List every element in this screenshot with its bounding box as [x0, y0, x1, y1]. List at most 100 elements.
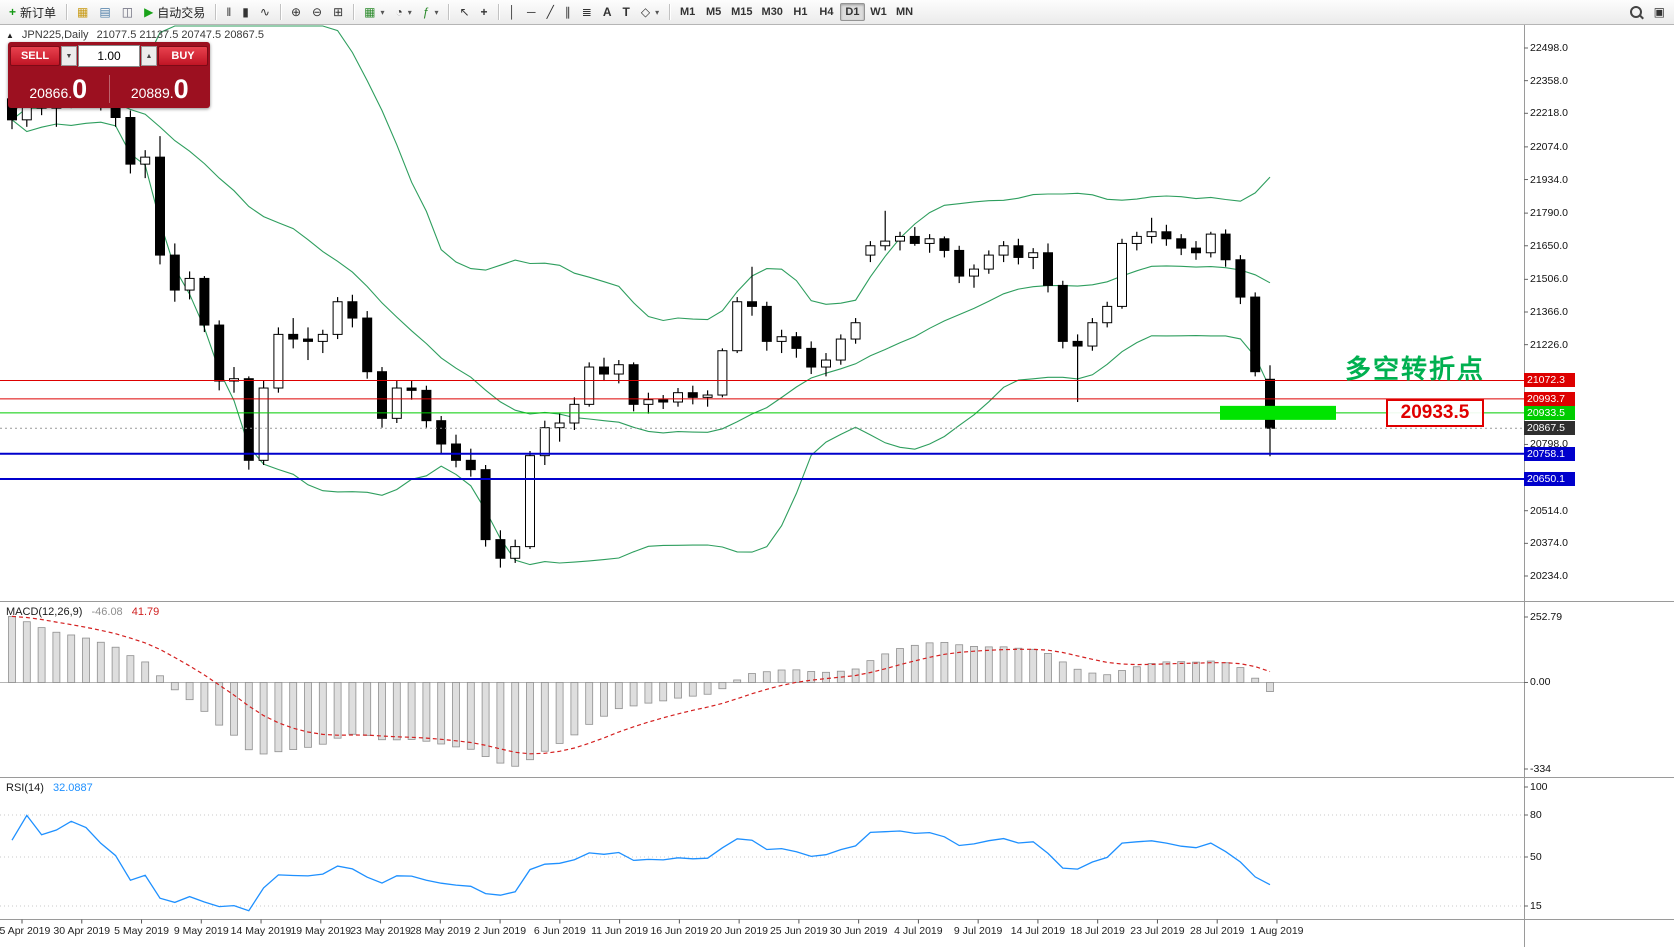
text-icon: A	[602, 5, 612, 19]
trendline-icon: ╱	[546, 5, 554, 19]
macd-panel	[0, 615, 1524, 767]
timeframe-mn-button[interactable]: MN	[892, 3, 917, 21]
tile-windows-button[interactable]: ⊞	[328, 2, 348, 22]
horizontal-line-objects	[0, 379, 1524, 480]
trendline-button[interactable]: ╱	[542, 2, 559, 22]
timeframe-m15-button[interactable]: M15	[727, 3, 756, 21]
level-highlight-rectangle	[1220, 405, 1336, 420]
toolbar-separator	[448, 4, 450, 20]
timeframe-m5-button[interactable]: M5	[701, 3, 726, 21]
timeframe-h4-button[interactable]: H4	[814, 3, 839, 21]
timeframe-w1-button[interactable]: W1	[866, 3, 891, 21]
search-button[interactable]	[1625, 2, 1647, 22]
zoom-in-button[interactable]: ⊕	[286, 2, 306, 22]
bar-chart-button[interactable]: ‖	[221, 2, 236, 22]
search-icon	[1629, 6, 1642, 18]
line-chart-button[interactable]: ∿	[255, 2, 275, 22]
new-chart-button[interactable]: ▦ ▾	[359, 2, 389, 22]
timeframe-m1-button[interactable]: M1	[675, 3, 700, 21]
price-marker-tag: 20758.1	[1524, 446, 1575, 461]
price-marker-tag: 20650.1	[1524, 471, 1575, 486]
timeframe-h1-button[interactable]: H1	[788, 3, 813, 21]
macd-name: MACD(12,26,9)	[6, 606, 83, 618]
rsi-panel	[0, 814, 1524, 912]
toolbar-separator	[215, 4, 217, 20]
timeframe-m30-button[interactable]: M30	[758, 3, 787, 21]
channel-button[interactable]: ∥	[560, 2, 576, 22]
date-axis-label: 30 Apr 2019	[53, 925, 111, 937]
data-window-button[interactable]: ▤	[94, 2, 115, 22]
date-axis-label: 23 Jul 2019	[1130, 925, 1185, 937]
chevron-down-icon: ▾	[380, 7, 385, 17]
toolbar-separator	[279, 4, 281, 20]
date-axis-label: 9 Jul 2019	[953, 925, 1003, 937]
volume-decrease-button[interactable]: ▼	[61, 46, 77, 66]
sell-price-small: 20866.	[29, 84, 73, 101]
cursor-button[interactable]: ↖	[454, 2, 474, 22]
turning-point-annotation: 多空转折点	[1345, 354, 1486, 384]
date-axis-label: 16 Jun 2019	[650, 925, 709, 937]
price-marker-tag: 20993.7	[1524, 391, 1575, 406]
price-axis-label: 21650.0	[1530, 239, 1568, 252]
vertical-line-icon: │	[508, 5, 517, 19]
price-axis-label: 20374.0	[1530, 537, 1568, 550]
macd-main-value: -46.08	[91, 606, 123, 618]
date-axis-label: 28 Jul 2019	[1190, 925, 1245, 937]
toolbar-separator	[497, 4, 499, 20]
navigator-button[interactable]: ◫	[117, 2, 138, 22]
cursor-icon: ↖	[459, 5, 470, 19]
date-axis-label: 2 Jun 2019	[474, 925, 527, 937]
text-button[interactable]: A	[598, 2, 617, 22]
buy-button[interactable]: BUY	[158, 46, 208, 66]
crosshair-icon: +	[480, 5, 488, 19]
buy-price-big: 0	[173, 73, 189, 104]
macd-axis-label: 0.00	[1530, 676, 1551, 689]
algo-trading-button[interactable]: ▶ 自动交易	[139, 2, 210, 22]
date-axis-label: 9 May 2019	[173, 925, 229, 937]
period-button[interactable]: ◔ ▾	[391, 2, 417, 22]
toolbar-right-group: ▣	[1625, 2, 1670, 22]
arrow-up-icon: ▲	[145, 52, 153, 60]
options-icon: ▣	[1653, 5, 1665, 19]
crosshair-button[interactable]: +	[476, 2, 493, 22]
volume-increase-button[interactable]: ▲	[141, 46, 157, 66]
volume-input[interactable]	[78, 45, 140, 67]
sell-button[interactable]: SELL	[10, 46, 60, 66]
macd-axis-label: 252.79	[1530, 611, 1563, 623]
buy-price-small: 20889.	[130, 84, 174, 101]
date-axis-label: 14 Jul 2019	[1010, 925, 1066, 937]
price-axis-label: 21366.0	[1530, 306, 1568, 318]
horizontal-line-button[interactable]: ─	[522, 2, 541, 22]
indicator-button[interactable]: ƒ ▾	[418, 2, 444, 22]
market-watch-icon: ▦	[77, 5, 89, 19]
sell-price[interactable]: 20866. 0	[8, 75, 109, 103]
one-click-collapse-icon[interactable]: ▲	[6, 30, 14, 40]
options-button[interactable]: ▣	[1649, 2, 1670, 22]
candlestick-button[interactable]: ▮	[237, 2, 254, 22]
date-axis-label: 4 Jul 2019	[894, 925, 943, 937]
date-axis-label: 14 May 2019	[230, 925, 292, 937]
buy-price[interactable]: 20889. 0	[110, 73, 211, 104]
chart-symbol-title: JPN225,Daily	[21, 29, 89, 41]
top-toolbar: + 新订单 ▦ ▤ ◫ ▶ 自动交易 ‖ ▮ ∿ ⊕ ⊖ ⊞ ▦ ▾ ◔ ▾ ƒ ▾ ↖ + │ ─ ╱ ∥ ≣ A T ◇ ▾ M1 M5 M…	[0, 0, 1674, 25]
price-axis-label: 20514.0	[1530, 504, 1568, 517]
market-watch-button[interactable]: ▦	[72, 2, 93, 22]
fibonacci-button[interactable]: ≣	[577, 2, 597, 22]
vertical-line-button[interactable]: │	[504, 2, 522, 22]
toolbar-separator	[66, 4, 68, 20]
shapes-button[interactable]: ◇ ▾	[636, 2, 664, 22]
new-chart-icon: ▦	[364, 5, 376, 19]
price-marker-tag: 20933.5	[1524, 405, 1575, 420]
algo-trading-button-label: 自动交易	[157, 5, 206, 20]
timeframe-d1-button[interactable]: D1	[839, 3, 865, 21]
label-button[interactable]: T	[618, 2, 635, 22]
bar-chart-icon: ‖	[226, 5, 232, 19]
price-divider	[108, 75, 110, 103]
new-order-button[interactable]: + 新订单	[4, 2, 61, 22]
date-axis-label: 18 Jul 2019	[1070, 925, 1125, 937]
chart-ohlc-values: 21077.5 21137.5 20747.5 20867.5	[96, 29, 264, 41]
price-level-annotation: 20933.5	[1386, 399, 1484, 427]
zoom-out-button[interactable]: ⊖	[307, 2, 327, 22]
price-axis-label: 21934.0	[1530, 173, 1568, 186]
